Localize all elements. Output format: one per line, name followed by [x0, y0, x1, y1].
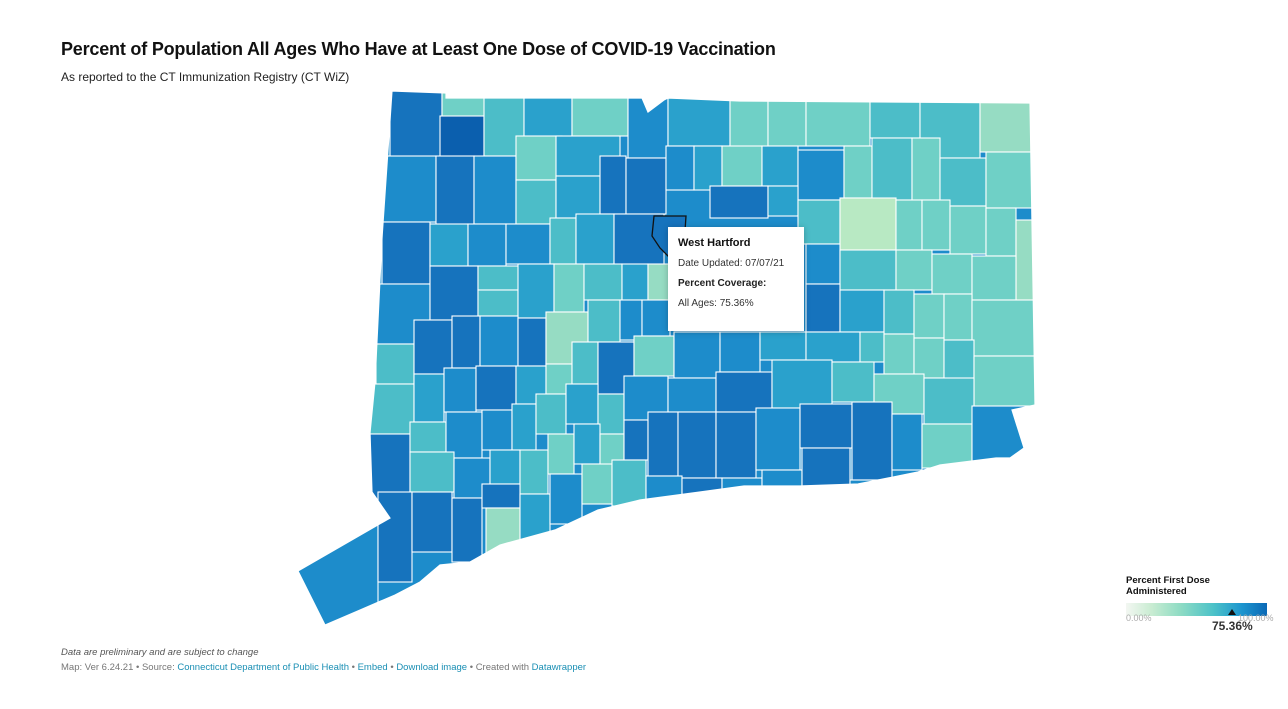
source-link[interactable]: Connecticut Department of Public Health — [177, 662, 349, 673]
tooltip-all-ages: All Ages: 75.36% — [678, 298, 754, 309]
legend-value-marker-icon — [1228, 609, 1237, 615]
chart-title: Percent of Population All Ages Who Have … — [61, 39, 776, 59]
download-image-link[interactable]: Download image — [396, 662, 468, 673]
embed-link[interactable]: Embed — [357, 662, 388, 673]
datawrapper-link[interactable]: Datawrapper — [531, 662, 587, 673]
chart-subtitle: As reported to the CT Immunization Regis… — [61, 70, 350, 84]
legend-highlight-value: 75.36% — [1212, 619, 1253, 633]
tooltip-town-name: West Hartford — [678, 237, 751, 249]
legend-min-label: 0.00% — [1126, 613, 1152, 623]
town-tooltip: West Hartford Date Updated: 07/07/21 Per… — [668, 227, 804, 331]
tooltip-coverage-label: Percent Coverage: — [678, 278, 767, 289]
color-legend: Percent First Dose Administered 0.00% 10… — [1126, 575, 1274, 633]
tooltip-date-updated: Date Updated: 07/07/21 — [678, 258, 785, 269]
footer: Map: Ver 6.24.21 • Source: Connecticut D… — [61, 662, 587, 673]
source-prefix: Source: — [141, 662, 175, 673]
legend-title: Percent First Dose Administered — [1126, 575, 1210, 597]
data-notes: Data are preliminary and are subject to … — [61, 647, 259, 658]
map-version: Map: Ver 6.24.21 — [61, 662, 134, 673]
legend-max-label: 100.00% — [1238, 613, 1274, 623]
created-with-label: Created with — [475, 662, 530, 673]
